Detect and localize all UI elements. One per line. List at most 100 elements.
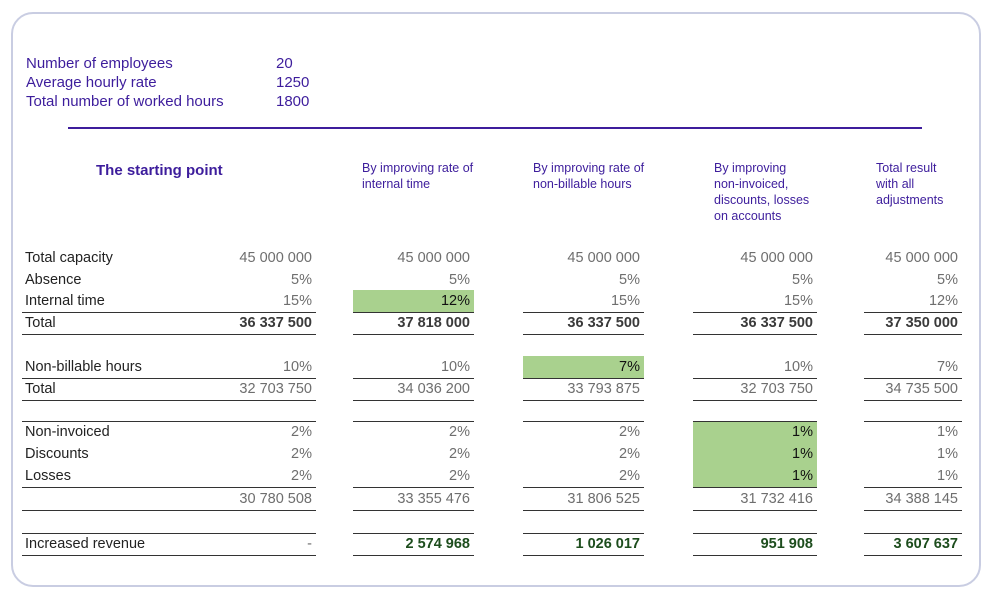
parameter-value: 1800 (276, 93, 310, 110)
table-rule (864, 400, 962, 401)
row-label: Total (25, 315, 56, 331)
table-cell: 7% (619, 359, 640, 375)
table-cell: 5% (937, 272, 958, 288)
table-cell: 1% (937, 468, 958, 484)
table-cell: 12% (928, 293, 958, 309)
table-rule (22, 400, 316, 401)
table-cell: 34 388 145 (885, 491, 958, 507)
row-label: Absence (25, 272, 82, 288)
row-label: Increased revenue (25, 536, 146, 552)
table-cell: 5% (291, 272, 312, 288)
table-cell: 45 000 000 (567, 250, 640, 266)
table-cell: 2% (619, 468, 640, 484)
table-cell: 3 607 637 (893, 536, 958, 552)
table-rule (523, 334, 644, 335)
table-cell: 12% (440, 293, 470, 309)
table-cell: 33 793 875 (567, 381, 640, 397)
table-cell: 36 337 500 (239, 315, 312, 331)
table-rule (523, 421, 644, 422)
table-rule (864, 378, 962, 379)
table-cell: 2% (619, 446, 640, 462)
table-cell: 1% (937, 446, 958, 462)
column-header-line: internal time (362, 177, 431, 191)
table-rule (523, 510, 644, 511)
parameter-label: Total number of worked hours (26, 93, 224, 110)
column-header-line: By improving rate of (533, 161, 645, 175)
row-label: Losses (25, 468, 71, 484)
table-cell: 32 703 750 (239, 381, 312, 397)
parameter-row: Average hourly rate 1250 (26, 73, 309, 92)
table-rule (864, 312, 962, 313)
table-rule (864, 533, 962, 534)
parameter-row: Total number of worked hours 1800 (26, 92, 309, 111)
parameter-value: 1250 (276, 74, 310, 91)
table-rule (864, 555, 962, 556)
highlight-cell (693, 443, 817, 465)
column-header-line: adjustments (876, 193, 944, 207)
table-rule (693, 312, 817, 313)
table-cell: 45 000 000 (885, 250, 958, 266)
parameter-row: Number of employees 20 (26, 54, 309, 73)
table-cell: 34 036 200 (397, 381, 470, 397)
table-rule (22, 312, 316, 313)
table-rule (22, 555, 316, 556)
table-cell: 1% (792, 468, 813, 484)
column-header-line: on accounts (714, 209, 782, 223)
table-cell: 2% (619, 424, 640, 440)
table-rule (864, 487, 962, 488)
table-rule (22, 487, 316, 488)
table-cell: 37 350 000 (885, 315, 958, 331)
table-rule (353, 312, 474, 313)
column-header-2: By improving rate of non-billable hours (533, 160, 644, 192)
row-label: Total (25, 381, 56, 397)
row-label: Non-invoiced (25, 424, 110, 440)
table-cell: 2% (291, 446, 312, 462)
table-cell: 10% (282, 359, 312, 375)
table-rule (22, 421, 316, 422)
table-rule (523, 555, 644, 556)
table-rule (523, 378, 644, 379)
table-cell: 5% (449, 272, 470, 288)
table-cell: 30 780 508 (239, 491, 312, 507)
column-header-line: non-invoiced, (714, 177, 789, 191)
column-header-line: discounts, losses (714, 193, 810, 207)
table-cell: 2% (291, 424, 312, 440)
highlight-cell (693, 421, 817, 443)
table-rule (864, 510, 962, 511)
table-cell: 2% (449, 468, 470, 484)
table-cell: 10% (783, 359, 813, 375)
table-rule (693, 421, 817, 422)
table-rule (523, 533, 644, 534)
highlight-cell (523, 356, 644, 378)
table-cell: 15% (610, 293, 640, 309)
table-rule (353, 555, 474, 556)
highlight-cell (353, 290, 474, 312)
table-rule (22, 378, 316, 379)
table-rule (22, 510, 316, 511)
table-cell: 31 806 525 (567, 491, 640, 507)
table-rule (353, 400, 474, 401)
table-rule (353, 334, 474, 335)
column-header-1: By improving rate of internal time (362, 160, 473, 192)
table-rule (353, 533, 474, 534)
table-rule (864, 334, 962, 335)
row-label: Non-billable hours (25, 359, 142, 375)
table-rule (523, 487, 644, 488)
column-header-line: By improving (714, 161, 787, 175)
row-label: Discounts (25, 446, 89, 462)
table-rule (693, 378, 817, 379)
table-cell: 45 000 000 (397, 250, 470, 266)
table-rule (864, 421, 962, 422)
table-cell: 10% (440, 359, 470, 375)
table-cell: 5% (792, 272, 813, 288)
table-rule (693, 533, 817, 534)
table-rule (353, 487, 474, 488)
parameter-label: Average hourly rate (26, 74, 157, 91)
table-cell: 2% (449, 424, 470, 440)
header-divider (68, 127, 922, 129)
content-frame (11, 12, 981, 587)
table-cell: 1% (937, 424, 958, 440)
table-cell: 45 000 000 (740, 250, 813, 266)
column-header-line: By improving rate of (362, 161, 474, 175)
table-rule (693, 487, 817, 488)
